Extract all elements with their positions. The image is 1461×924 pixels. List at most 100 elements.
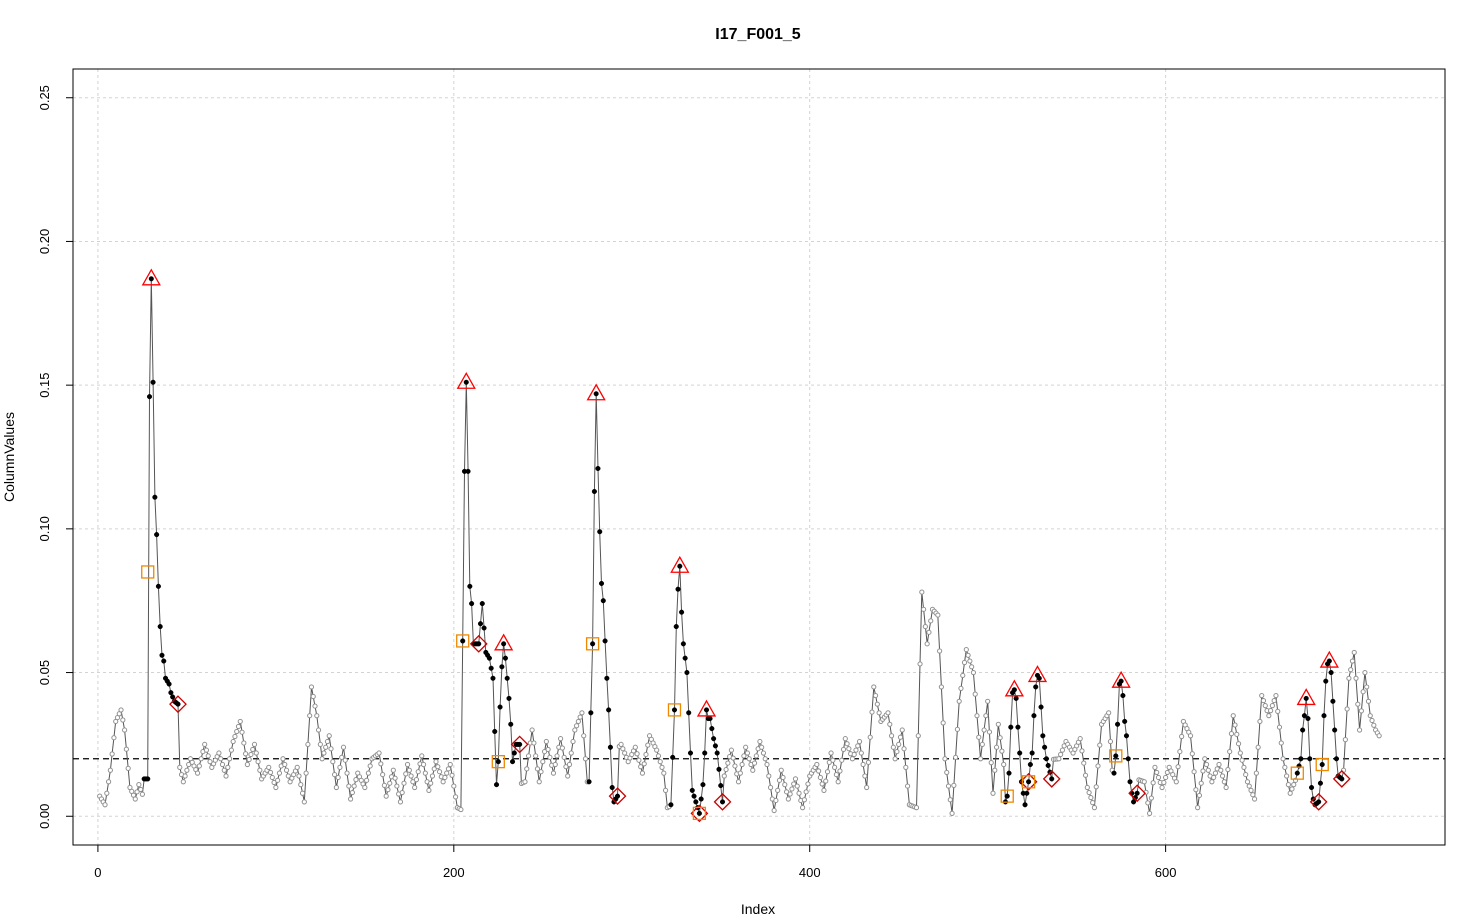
data-point: [1276, 724, 1283, 730]
data-point: [1246, 783, 1252, 789]
data-point: [326, 733, 332, 739]
data-point: [1285, 782, 1292, 788]
peak-point: [1013, 695, 1019, 701]
x-axis-label: Index: [741, 901, 775, 917]
data-point: [961, 659, 968, 666]
peak-point: [1123, 733, 1130, 739]
data-point: [431, 766, 437, 772]
peak-point: [506, 695, 512, 701]
data-point: [378, 761, 384, 767]
data-point: [565, 773, 571, 779]
data-point: [949, 810, 955, 816]
data-point: [543, 738, 549, 745]
data-point: [1189, 751, 1195, 757]
peak-point: [1017, 750, 1023, 756]
data-point: [319, 756, 325, 762]
data-point: [1287, 790, 1293, 796]
data-point: [947, 797, 953, 803]
data-point: [830, 757, 836, 763]
data-point: [849, 756, 856, 762]
data-point: [1241, 764, 1247, 771]
data-point: [132, 796, 138, 802]
data-point: [177, 764, 183, 771]
data-point: [897, 734, 904, 740]
data-point: [186, 761, 192, 768]
data-point: [533, 753, 539, 759]
peak-start-marker: [1315, 757, 1329, 772]
data-point: [522, 779, 528, 785]
data-point: [885, 710, 891, 716]
data-point: [951, 782, 957, 788]
data-point: [547, 754, 553, 760]
peak-point: [686, 710, 692, 716]
peak-point: [675, 586, 681, 592]
data-point: [1191, 769, 1197, 775]
data-point: [324, 738, 331, 745]
x-tick-label: 400: [799, 865, 821, 880]
data-point: [762, 756, 768, 762]
data-point: [340, 744, 347, 750]
peak-point: [1111, 770, 1117, 776]
peak-point: [711, 736, 717, 742]
data-point: [104, 790, 110, 796]
data-point: [271, 779, 277, 786]
data-point: [349, 789, 355, 796]
data-point: [390, 767, 396, 773]
data-point: [833, 771, 840, 778]
peak-point: [606, 707, 612, 713]
peak-end-marker: [1042, 769, 1061, 788]
peak-point: [712, 743, 718, 749]
data-point: [428, 780, 434, 786]
data-point: [570, 738, 576, 745]
data-point: [524, 766, 530, 772]
data-point: [766, 773, 772, 779]
data-point: [794, 783, 800, 789]
peak-point: [1040, 733, 1046, 739]
data-point: [559, 745, 565, 751]
grid: [73, 69, 1445, 845]
data-point: [654, 747, 660, 753]
peak-point: [517, 741, 523, 747]
data-point: [554, 753, 560, 759]
data-point: [1253, 770, 1259, 776]
data-point: [1091, 805, 1098, 811]
data-point: [871, 684, 877, 690]
data-point: [139, 791, 146, 797]
data-point: [856, 738, 863, 745]
peak-apex-marker: [696, 699, 717, 717]
data-point: [855, 743, 861, 749]
data-point: [312, 703, 318, 709]
peak-point: [716, 766, 722, 772]
data-point: [447, 761, 453, 768]
peak-start-marker: [1109, 749, 1123, 763]
data-point: [803, 789, 809, 795]
peak-point: [1029, 750, 1035, 756]
data-point: [218, 756, 224, 762]
data-point: [1001, 761, 1007, 768]
data-point: [1059, 747, 1066, 753]
data-point: [773, 797, 779, 804]
peak-apex-marker: [1004, 679, 1024, 697]
data-point: [257, 767, 263, 773]
data-point: [1235, 741, 1242, 747]
data-point: [228, 747, 234, 753]
data-point: [1175, 764, 1181, 770]
data-point: [353, 777, 359, 783]
chart-title: I17_F001_5: [715, 26, 801, 43]
data-point: [1255, 744, 1261, 750]
peak-point: [670, 754, 676, 760]
peak-apex-marker: [586, 383, 606, 401]
data-point: [938, 684, 944, 690]
peak-point: [1049, 776, 1055, 782]
data-point: [568, 750, 574, 756]
data-point: [903, 764, 909, 771]
data-point: [294, 764, 300, 771]
data-point: [243, 751, 249, 757]
peak-point: [1042, 744, 1048, 750]
data-point: [529, 727, 535, 733]
data-point: [1152, 764, 1158, 771]
y-axis-label: ColumnValues: [1, 412, 17, 502]
data-point: [1195, 805, 1201, 811]
peak-point: [1045, 762, 1051, 769]
data-point: [901, 746, 907, 752]
